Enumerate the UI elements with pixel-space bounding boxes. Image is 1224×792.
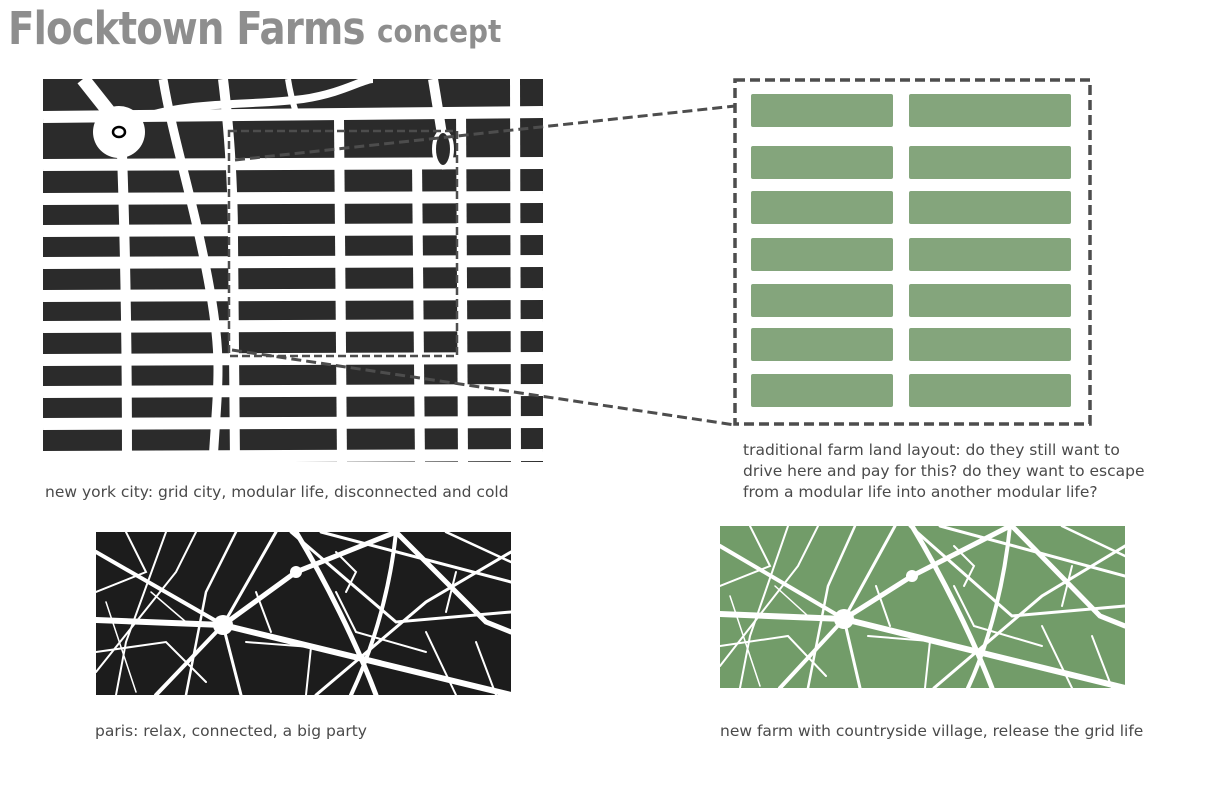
nyc-columbus-circle [93, 106, 145, 158]
nyc-grid-map [43, 79, 543, 462]
farm-grid-map [733, 78, 1092, 426]
page-subtitle: concept [377, 14, 502, 50]
new-farm-village-center [834, 609, 854, 629]
farm-caption: traditional farm land layout: do they st… [743, 441, 1145, 501]
paris-caption: paris: relax, connected, a big party [95, 722, 367, 740]
nyc-caption: new york city: grid city, modular life, … [45, 483, 509, 501]
paris-map-background [96, 532, 511, 695]
new-farm-caption: new farm with countryside village, relea… [720, 722, 1144, 740]
nyc-reservoir [432, 129, 454, 169]
paris-plaza [290, 566, 302, 578]
paris-street-map [96, 532, 511, 695]
new-farm-map-background [720, 526, 1125, 688]
farm-fields [751, 94, 1071, 407]
new-farm-village-plaza [906, 570, 918, 582]
new-farm-village-map [720, 526, 1125, 688]
nyc-circle-center [111, 125, 127, 139]
page-title: Flocktown Farms [8, 2, 366, 55]
paris-etoile [213, 615, 233, 635]
farm-dashed-border [733, 78, 1092, 426]
